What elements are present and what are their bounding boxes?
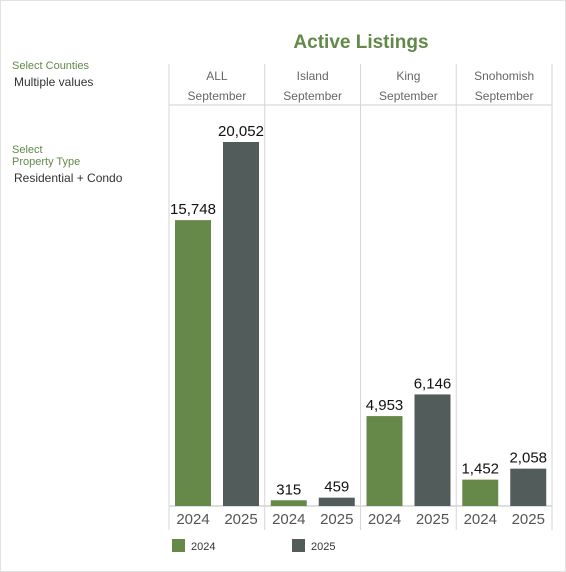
bar-label-king-2024: 4,953 [366, 397, 404, 414]
panel-header-snohomish: Snohomish [474, 69, 534, 83]
bar-label-island-2025: 459 [324, 479, 349, 496]
legend-label-2024: 2024 [191, 541, 215, 553]
tick-label-island-2024: 2024 [272, 511, 305, 528]
bar-king-2024 [366, 416, 403, 506]
panel-month-all: September [188, 89, 247, 103]
tick-label-snohomish-2024: 2024 [464, 511, 497, 528]
bar-snohomish-2025 [510, 468, 547, 506]
legend-swatch-2025 [292, 539, 305, 552]
bar-label-king-2025: 6,146 [414, 375, 452, 392]
bar-label-all-2024: 15,748 [170, 201, 216, 218]
tick-label-island-2025: 2025 [320, 511, 353, 528]
panel-header-all: ALL [206, 69, 228, 83]
tick-label-all-2025: 2025 [224, 511, 257, 528]
bar-island-2025 [318, 497, 355, 506]
panel-month-king: September [379, 89, 438, 103]
tick-label-king-2025: 2025 [416, 511, 449, 528]
property-type-filter[interactable]: Select Property Type Residential + Condo [12, 144, 162, 185]
property-type-filter-label-line2: Property Type [12, 156, 81, 168]
chart-title: Active Listings [293, 32, 429, 53]
bar-label-snohomish-2025: 2,058 [509, 450, 547, 467]
panel-month-snohomish: September [475, 89, 534, 103]
bar-all-2024 [175, 220, 211, 506]
panel-header-island: Island [297, 69, 329, 83]
counties-filter[interactable]: Select Counties Multiple values [12, 60, 162, 89]
counties-filter-value[interactable]: Multiple values [14, 75, 94, 89]
tick-label-all-2024: 2024 [176, 511, 209, 528]
bar-label-island-2024: 315 [276, 481, 301, 498]
bar-snohomish-2024 [462, 479, 499, 506]
property-type-filter-label-line1: Select [12, 144, 43, 156]
bar-all-2025 [223, 142, 259, 506]
legend-label-2025: 2025 [311, 541, 335, 553]
tick-label-snohomish-2025: 2025 [512, 511, 545, 528]
bar-label-all-2025: 20,052 [218, 123, 264, 140]
tick-label-king-2024: 2024 [368, 511, 401, 528]
legend-swatch-2024 [172, 539, 185, 552]
property-type-filter-value[interactable]: Residential + Condo [14, 171, 123, 185]
filter-panel: Select Counties Multiple values Select P… [12, 60, 162, 185]
panel-header-king: King [396, 69, 420, 83]
counties-filter-label: Select Counties [12, 60, 90, 72]
panel-month-island: September [283, 89, 342, 103]
bar-island-2024 [270, 500, 307, 506]
bar-king-2025 [414, 394, 451, 506]
bar-label-snohomish-2024: 1,452 [461, 461, 499, 478]
